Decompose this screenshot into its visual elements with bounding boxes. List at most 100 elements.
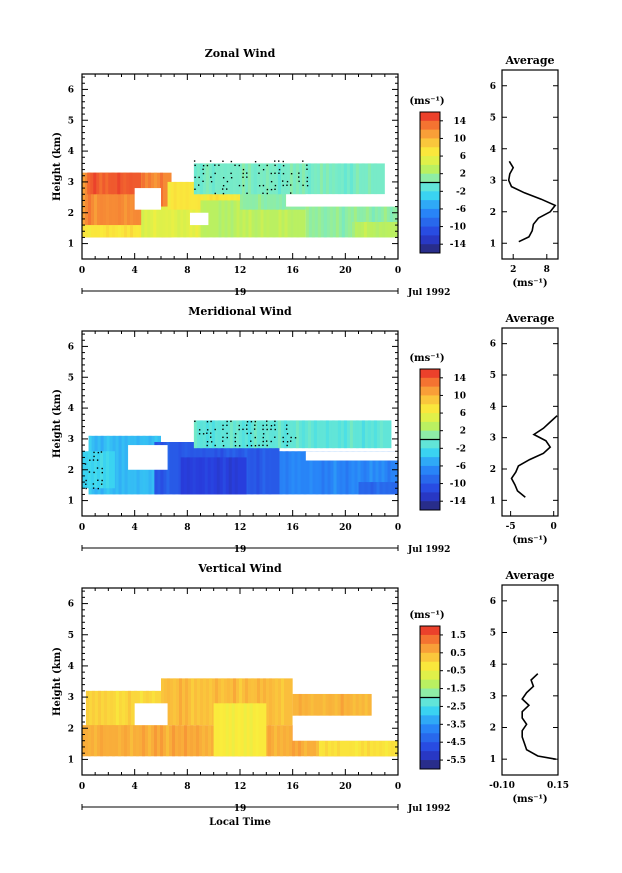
- y-tick-label: 6: [68, 342, 74, 352]
- data-streak: [289, 420, 293, 449]
- data-streak: [205, 163, 209, 195]
- colorbar-segment: [420, 369, 440, 379]
- colorbar: 14 10 6 2 -2 -6 -10 -14: [419, 111, 466, 254]
- average-line: [507, 160, 557, 243]
- cloud-dot: [97, 487, 99, 490]
- cloud-dot: [250, 432, 252, 435]
- colorbar-segment: [420, 395, 440, 405]
- data-streak: [130, 225, 133, 238]
- data-streak: [224, 200, 228, 238]
- colorbar-tick-label: 14: [453, 374, 466, 384]
- data-streak: [347, 203, 351, 238]
- colorbar-tick-label: -10: [450, 223, 466, 233]
- data-streak: [177, 206, 181, 238]
- data-streak: [245, 678, 248, 726]
- data-streak: [379, 420, 383, 449]
- data-streak: [303, 451, 307, 495]
- colorbar-segment: [420, 226, 440, 236]
- data-streak: [209, 181, 213, 210]
- y-tick-label: 6: [68, 600, 74, 610]
- data-streak: [371, 203, 375, 238]
- data-streak: [216, 457, 220, 495]
- cloud-dot: [234, 440, 237, 443]
- data-gap-2: [189, 212, 209, 226]
- cloud-dot: [258, 444, 260, 447]
- cloud-dot: [210, 180, 213, 183]
- data-streak: [364, 693, 368, 716]
- colorbar-segment: [420, 679, 440, 690]
- data-streak: [377, 203, 381, 238]
- data-streak: [167, 678, 170, 726]
- colorbar-tick-label: 1.5: [450, 631, 466, 641]
- avg-y-tick-label: 6: [490, 597, 496, 607]
- data-streak: [109, 690, 113, 754]
- data-streak: [317, 203, 321, 238]
- data-streak: [241, 420, 245, 449]
- avg-y-tick-label: 3: [490, 176, 496, 186]
- avg-x-tick-label: 0: [551, 522, 557, 532]
- data-streak: [304, 693, 308, 716]
- data-streak: [178, 442, 182, 495]
- colorbar-segment: [420, 386, 440, 396]
- data-streak: [355, 420, 359, 449]
- colorbar-segment: [420, 217, 440, 228]
- cloud-dot: [306, 164, 308, 166]
- data-streak: [230, 200, 234, 238]
- cloud-dot: [306, 176, 309, 179]
- data-streak: [183, 206, 187, 238]
- cloud-dot: [234, 445, 237, 447]
- data-streak: [339, 451, 343, 495]
- avg-x-label: (ms⁻¹): [512, 794, 547, 805]
- avg-y-tick-label: 6: [490, 82, 496, 92]
- data-streak: [305, 203, 309, 238]
- data-streak: [251, 678, 254, 726]
- cloud-dot: [285, 428, 288, 430]
- colorbar-segment: [420, 457, 440, 467]
- cloud-dot: [262, 440, 264, 443]
- data-streak: [94, 172, 97, 238]
- data-streak: [313, 163, 317, 195]
- cloud-dot: [274, 160, 276, 162]
- colorbar: 14 10 6 2 -2 -6 -10 -14: [419, 368, 466, 511]
- cloud-dot: [242, 172, 244, 175]
- data-streak: [351, 451, 355, 495]
- data-streak: [329, 203, 333, 238]
- data-streak: [93, 172, 97, 195]
- cloud-dot: [226, 188, 228, 190]
- cloud-dot: [96, 459, 99, 461]
- data-streak: [94, 451, 97, 489]
- cloud-dot: [206, 444, 208, 447]
- cloud-dot: [253, 428, 256, 430]
- data-streak: [337, 163, 341, 195]
- data-streak: [271, 420, 275, 449]
- data-streak: [198, 457, 202, 495]
- cloud-dot: [270, 424, 273, 427]
- data-streak: [228, 457, 232, 495]
- x-tick-label: 0: [395, 523, 401, 533]
- cloud-dot: [282, 436, 284, 439]
- y-axis-label: Height (km): [52, 389, 63, 458]
- data-streak: [272, 200, 276, 238]
- data-streak: [185, 181, 189, 210]
- colorbar-segment: [420, 492, 440, 502]
- colorbar-segment: [420, 670, 440, 681]
- data-streak: [91, 690, 95, 754]
- data-streak: [373, 420, 377, 449]
- cloud-dot: [89, 459, 91, 461]
- data-streak: [217, 163, 221, 195]
- data-streak: [204, 457, 208, 495]
- data-streak: [127, 690, 131, 754]
- data-streak: [185, 678, 188, 726]
- colorbar-segment: [420, 156, 440, 166]
- x-tick-label: 8: [184, 523, 190, 533]
- cloud-dot: [306, 168, 308, 170]
- cloud-dot: [238, 428, 240, 431]
- cloud-dot: [101, 467, 103, 470]
- data-streak: [331, 740, 334, 757]
- y-axis-label: Height (km): [52, 647, 63, 716]
- data-streak: [268, 725, 271, 757]
- data-streak: [248, 200, 252, 238]
- data-streak: [115, 690, 119, 754]
